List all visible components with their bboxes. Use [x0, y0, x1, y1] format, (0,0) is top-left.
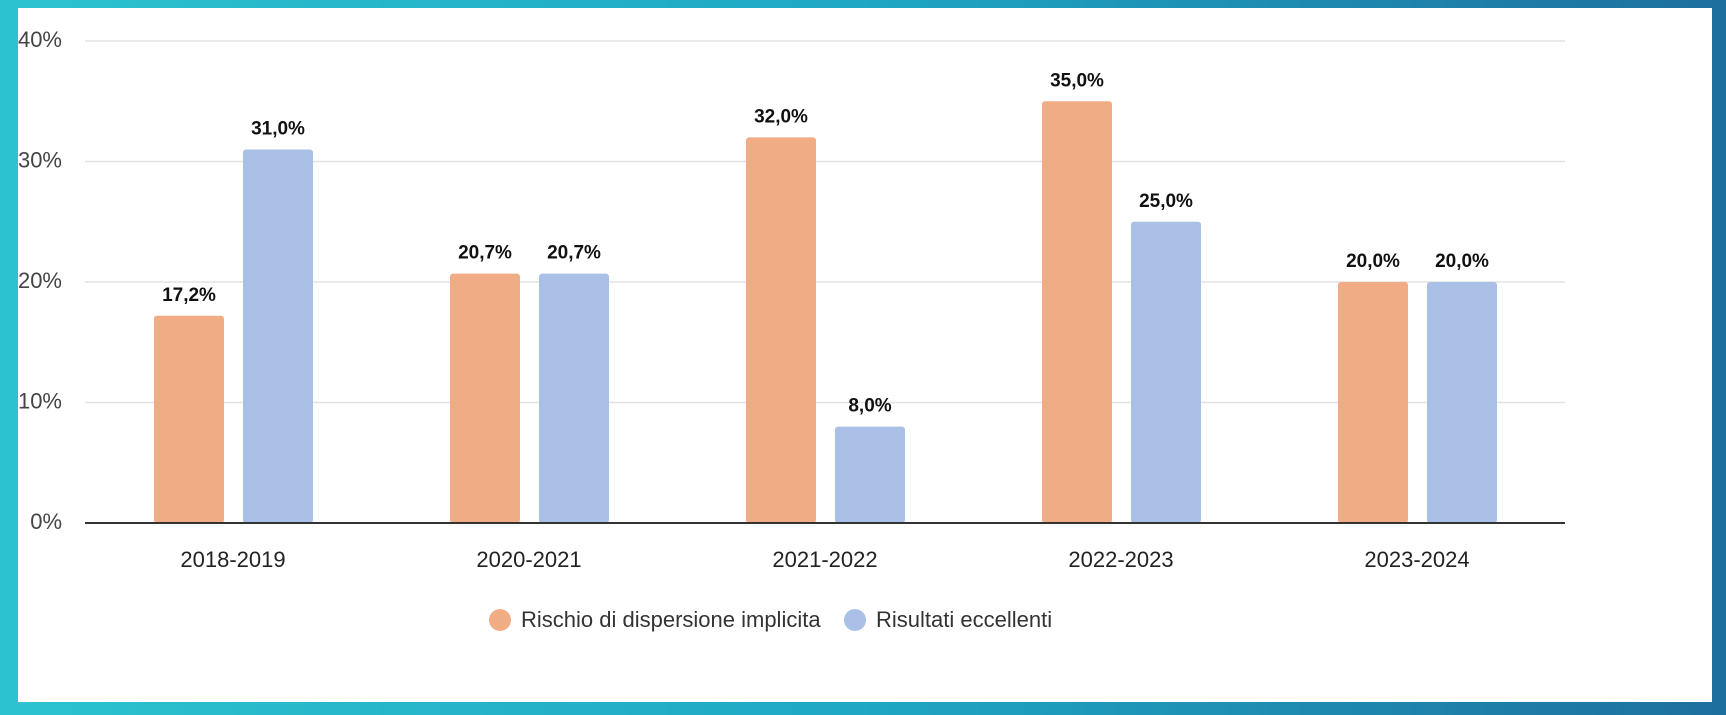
bar	[154, 315, 224, 523]
bar	[1131, 221, 1201, 523]
x-tick-label: 2021-2022	[772, 547, 877, 572]
bar	[746, 137, 816, 523]
data-label: 32,0%	[754, 106, 808, 127]
data-label: 31,0%	[251, 118, 305, 139]
data-label: 8,0%	[848, 396, 891, 417]
bar	[1427, 282, 1497, 523]
legend-label: Risultati eccellenti	[876, 607, 1052, 632]
x-tick-label: 2023-2024	[1364, 547, 1469, 572]
x-tick-label: 2018-2019	[180, 547, 285, 572]
y-tick-label: 40%	[18, 27, 62, 52]
legend-label: Rischio di dispersione implicita	[521, 607, 821, 632]
bar	[243, 149, 313, 523]
bar	[835, 426, 905, 523]
data-label: 17,2%	[162, 285, 216, 306]
x-tick-label: 2020-2021	[476, 547, 581, 572]
data-label: 20,0%	[1346, 251, 1400, 272]
y-tick-label: 10%	[18, 388, 62, 413]
data-label: 35,0%	[1050, 70, 1104, 91]
bar	[1042, 101, 1112, 523]
data-label: 25,0%	[1139, 191, 1193, 212]
data-label: 20,7%	[458, 243, 512, 264]
legend-marker	[489, 609, 511, 631]
bar	[450, 273, 520, 523]
y-tick-label: 0%	[30, 509, 62, 534]
data-label: 20,7%	[547, 243, 601, 264]
y-tick-label: 30%	[18, 147, 62, 172]
bar	[539, 273, 609, 523]
x-tick-label: 2022-2023	[1068, 547, 1173, 572]
data-label: 20,0%	[1435, 251, 1489, 272]
bar	[1338, 282, 1408, 523]
legend-marker	[844, 609, 866, 631]
y-tick-label: 20%	[18, 268, 62, 293]
